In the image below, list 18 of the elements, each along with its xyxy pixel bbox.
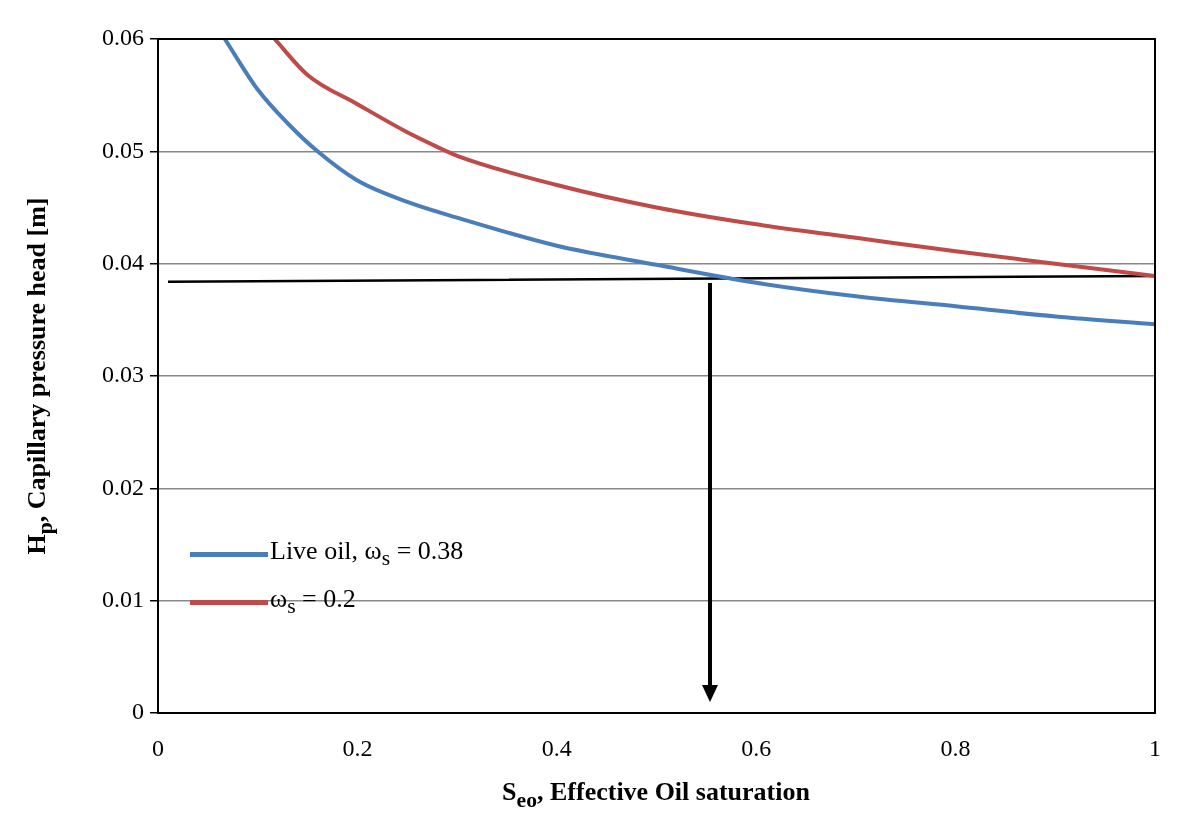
x-axis-title: S$_{eo}$, Effective Oil saturation [502, 777, 810, 813]
y-tick-label: 0 [132, 698, 144, 725]
y-tick-label: 0.05 [102, 136, 144, 163]
x-tick-label: 0.2 [342, 734, 373, 761]
y-tick-label: 0.02 [102, 473, 144, 500]
y-tick-label: 0.03 [102, 361, 144, 388]
x-tick-label: 0 [152, 734, 164, 761]
y-tick-label: 0.06 [102, 24, 144, 51]
line-series [272, 39, 1155, 279]
x-tick-label: 1 [1149, 734, 1161, 761]
y-tick-label: 0.04 [102, 248, 144, 275]
x-tick-label: 0.8 [940, 734, 971, 761]
legend-label: Live oil, ω$_{s}$ = 0.38 [270, 536, 464, 572]
y-tick-label: 0.01 [102, 585, 144, 612]
line-series [222, 39, 1155, 327]
x-tick-label: 0.4 [541, 734, 572, 761]
legend-label: ω$_{s}$ = 0.2 [270, 584, 356, 620]
x-tick-label: 0.6 [741, 734, 772, 761]
